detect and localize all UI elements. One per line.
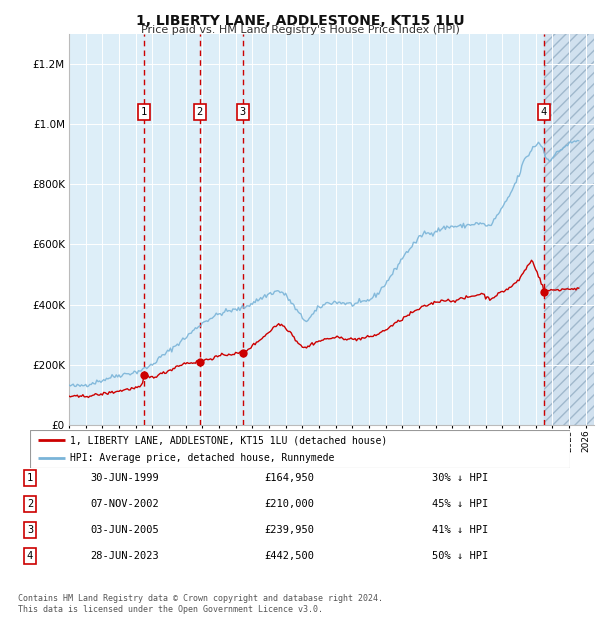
- Text: 1: 1: [141, 107, 147, 117]
- Text: 2: 2: [27, 499, 33, 509]
- Text: 3: 3: [239, 107, 246, 117]
- Bar: [544, 34, 594, 425]
- Text: Contains HM Land Registry data © Crown copyright and database right 2024.
This d: Contains HM Land Registry data © Crown c…: [18, 595, 383, 614]
- Text: 28-JUN-2023: 28-JUN-2023: [90, 551, 159, 561]
- Text: Price paid vs. HM Land Registry's House Price Index (HPI): Price paid vs. HM Land Registry's House …: [140, 25, 460, 35]
- FancyBboxPatch shape: [30, 430, 570, 468]
- Text: 1, LIBERTY LANE, ADDLESTONE, KT15 1LU (detached house): 1, LIBERTY LANE, ADDLESTONE, KT15 1LU (d…: [71, 435, 388, 445]
- Text: 2: 2: [197, 107, 203, 117]
- Text: £210,000: £210,000: [264, 499, 314, 509]
- Text: 3: 3: [27, 525, 33, 535]
- Text: £164,950: £164,950: [264, 473, 314, 483]
- Text: 03-JUN-2005: 03-JUN-2005: [90, 525, 159, 535]
- Text: 4: 4: [27, 551, 33, 561]
- Text: 30% ↓ HPI: 30% ↓ HPI: [432, 473, 488, 483]
- Text: 45% ↓ HPI: 45% ↓ HPI: [432, 499, 488, 509]
- Text: 30-JUN-1999: 30-JUN-1999: [90, 473, 159, 483]
- Bar: [544, 34, 594, 425]
- Text: 50% ↓ HPI: 50% ↓ HPI: [432, 551, 488, 561]
- Text: 07-NOV-2002: 07-NOV-2002: [90, 499, 159, 509]
- Text: 41% ↓ HPI: 41% ↓ HPI: [432, 525, 488, 535]
- Text: HPI: Average price, detached house, Runnymede: HPI: Average price, detached house, Runn…: [71, 453, 335, 463]
- Text: £239,950: £239,950: [264, 525, 314, 535]
- Text: 1: 1: [27, 473, 33, 483]
- Text: 4: 4: [541, 107, 547, 117]
- Text: 1, LIBERTY LANE, ADDLESTONE, KT15 1LU: 1, LIBERTY LANE, ADDLESTONE, KT15 1LU: [136, 14, 464, 28]
- Text: £442,500: £442,500: [264, 551, 314, 561]
